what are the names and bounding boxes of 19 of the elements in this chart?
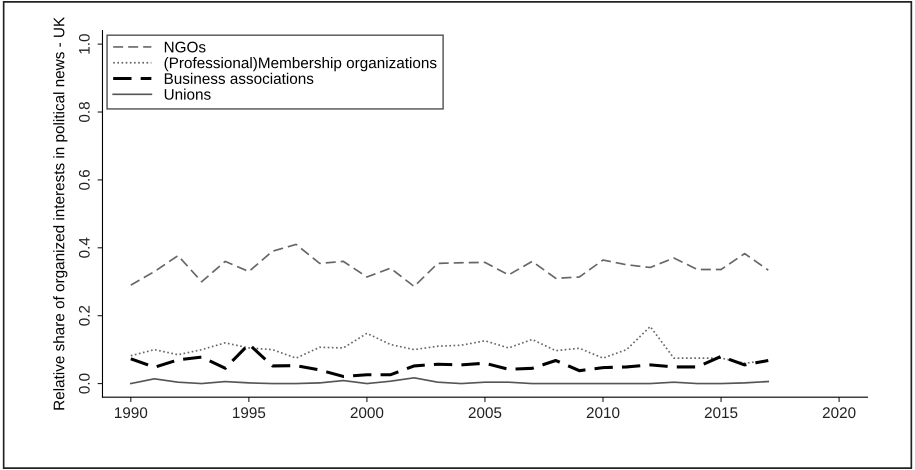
x-tick-label: 1990	[114, 407, 148, 418]
y-tick-label: 0.2	[78, 306, 90, 326]
y-tick-label: 0.6	[78, 170, 90, 190]
x-tick-label: 2010	[586, 407, 620, 418]
y-tick-label: 1.0	[78, 34, 90, 54]
x-tick-label: 2020	[822, 407, 856, 418]
y-tick-label: 0.0	[78, 374, 90, 394]
legend-label: NGOs	[164, 42, 206, 52]
legend-label: (Professional)Membership organizations	[164, 57, 436, 72]
legend-label: Unions	[164, 88, 211, 100]
line-series	[130, 244, 770, 288]
y-tick-label: 0.4	[78, 238, 90, 258]
x-tick-label: 2000	[350, 407, 384, 418]
legend-label: Business associations	[164, 72, 314, 84]
y-axis-title: Relative share of organized interests in political news - UK	[53, 17, 68, 410]
x-tick-label: 2005	[468, 407, 502, 418]
y-tick-label: 0.8	[78, 102, 90, 122]
x-tick-label: 1995	[233, 407, 266, 418]
x-tick-label: 2015	[704, 407, 738, 418]
